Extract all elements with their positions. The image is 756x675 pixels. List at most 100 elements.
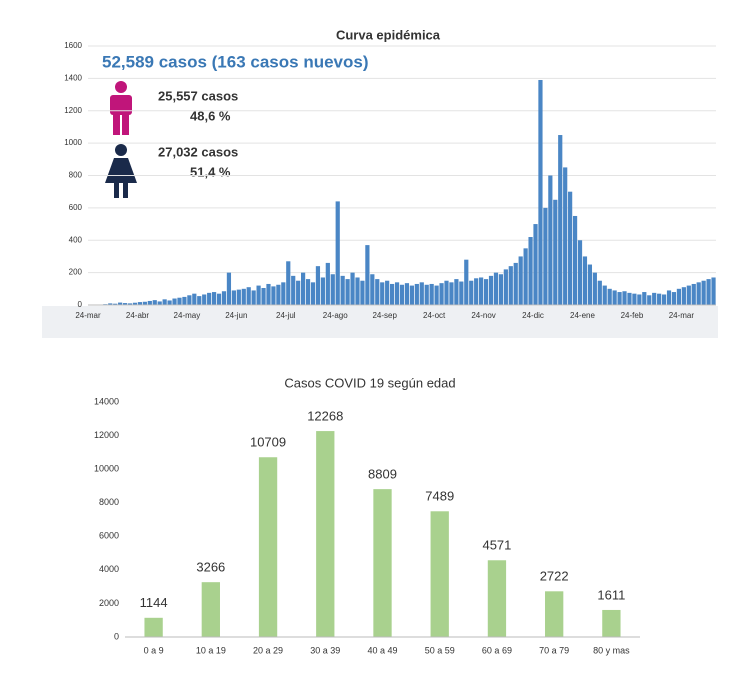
y-tick-label: 1200 [64,106,82,115]
bar [394,282,400,305]
bar [434,285,439,305]
bar [607,288,612,305]
bar [315,266,321,305]
bar [503,269,508,305]
x-tick-label: 40 a 49 [367,645,397,655]
bar [563,167,568,305]
x-tick-label: 24-feb [621,311,644,320]
y-tick-label: 12000 [94,430,119,440]
bar [419,282,424,305]
y-tick-label: 400 [69,235,83,244]
x-tick-label: 24-may [174,311,201,320]
x-tick-label: 24-ene [570,311,595,320]
value-label: 1144 [140,595,168,610]
bar [162,299,167,305]
bar [385,280,390,305]
bar [286,261,291,305]
bar [271,286,276,305]
x-tick-label: 24-dic [522,311,544,320]
bar [632,293,637,305]
bar [390,283,395,305]
x-tick-label: 24-mar [669,311,695,320]
bar [201,582,220,637]
bar [430,511,449,637]
bar [152,300,157,305]
bar [132,302,138,305]
bar [241,288,246,305]
bar [459,281,464,305]
bar [118,302,123,305]
bar [256,285,261,305]
bar [157,301,162,305]
value-label: 8809 [368,467,397,482]
bar [454,279,459,305]
bar [276,284,281,305]
y-tick-label: 8000 [99,497,119,507]
bar [281,282,286,305]
x-tick-label: 24-ago [323,311,348,320]
x-tick-label: 24-oct [423,311,446,320]
bar [612,290,617,305]
y-tick-label: 14000 [94,396,119,406]
bar [661,294,667,305]
bar [380,282,385,305]
bar [246,287,251,305]
bar [577,240,583,305]
y-tick-label: 4000 [99,564,119,574]
x-tick-label: 20 a 29 [253,645,283,655]
bar [167,300,172,305]
bar [548,175,553,305]
bar [399,284,405,305]
y-tick-label: 0 [114,631,119,641]
bar [711,277,716,305]
bar [518,256,523,305]
bar [528,237,533,305]
bar [543,207,548,305]
bar [439,283,444,305]
bar [258,457,278,637]
male-percent: 48,6 % [190,108,231,123]
bar [424,284,429,305]
bar [113,303,118,305]
bar [301,272,306,305]
bar [691,283,696,305]
bar [216,293,222,305]
bar [177,297,182,305]
x-tick-label: 24-mar [75,311,101,320]
bar [642,292,647,305]
bar [404,283,410,305]
y-tick-label: 600 [69,203,83,212]
bar [316,431,335,637]
bar [147,300,152,305]
bar [701,280,706,305]
bar [330,274,335,305]
bar [325,262,330,305]
bar [469,280,474,305]
bar [652,292,657,305]
bar [592,272,597,305]
bar [108,303,113,305]
bar [622,291,627,305]
value-label: 1611 [597,587,625,602]
y-tick-label: 1000 [64,138,82,147]
x-axis-strip [42,306,718,338]
bar [479,277,484,305]
bar [345,279,350,305]
x-tick-label: 80 y mas [593,645,630,655]
bar [587,264,593,305]
bar [251,290,256,305]
y-tick-label: 6000 [99,531,119,541]
bar [310,282,316,305]
bar [197,296,202,305]
bar [202,294,207,305]
x-tick-label: 60 a 69 [482,645,512,655]
y-tick-label: 800 [69,171,83,180]
bar [127,303,133,305]
bar [320,277,325,305]
bar [172,298,177,305]
bar [602,609,621,637]
bar [226,272,232,305]
bar [182,296,187,305]
bar [296,280,301,305]
